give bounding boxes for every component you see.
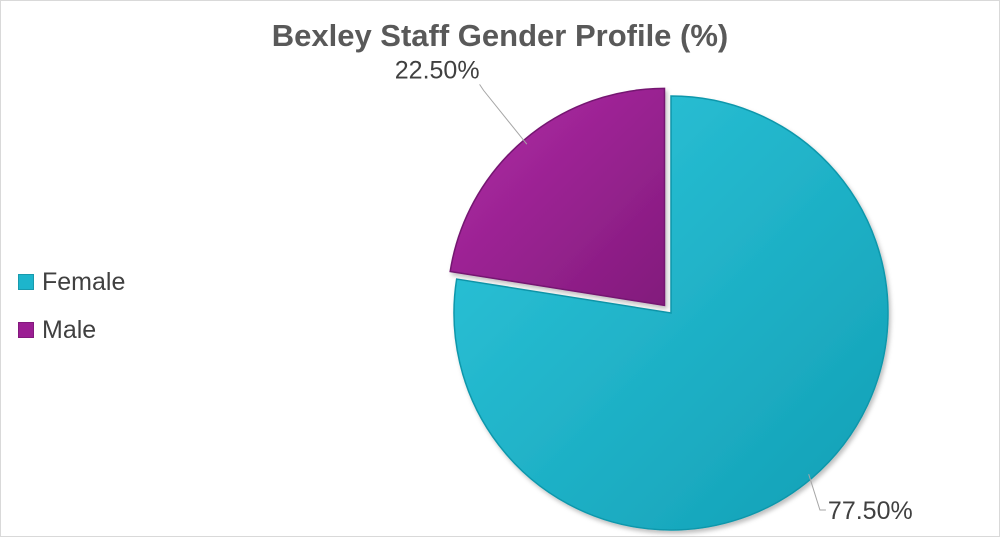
- legend-item-female: Female: [18, 258, 125, 306]
- chart-legend: Female Male: [18, 258, 125, 354]
- pie-slice-female: [453, 95, 889, 531]
- data-label-female: 77.50%: [828, 497, 913, 525]
- pie-slice-male: [449, 87, 666, 307]
- data-label-male: 22.50%: [395, 56, 480, 84]
- chart-title: Bexley Staff Gender Profile (%): [271, 18, 729, 53]
- legend-item-male: Male: [18, 306, 125, 354]
- legend-label-female: Female: [42, 267, 126, 296]
- leader-line-male: [479, 84, 528, 145]
- legend-swatch-male: [18, 322, 34, 338]
- legend-swatch-female: [18, 274, 34, 290]
- legend-label-male: Male: [42, 315, 97, 344]
- leader-line-female: [808, 474, 826, 511]
